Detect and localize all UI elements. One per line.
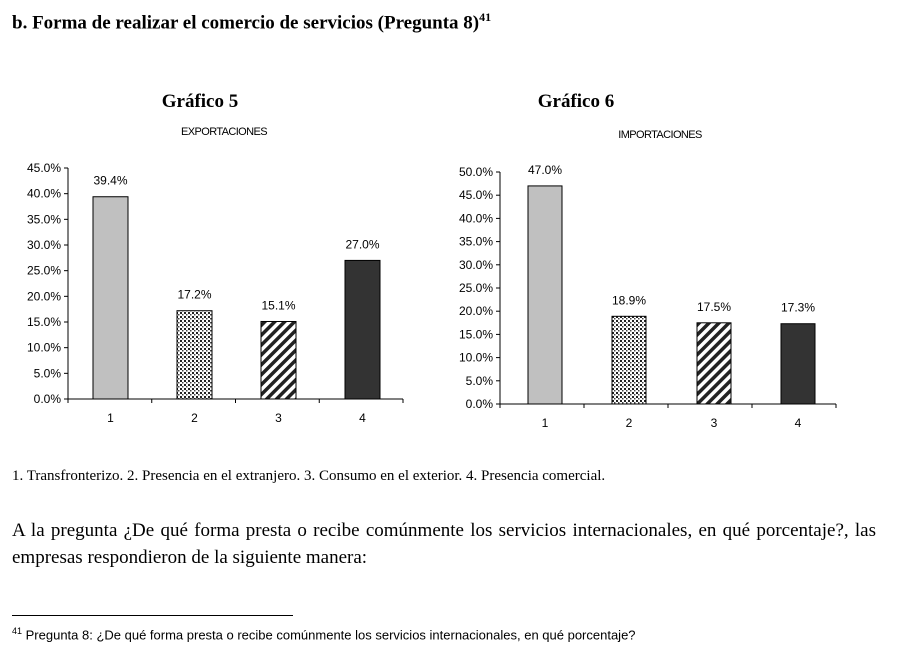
chart-5-data-label: 15.1% [261, 298, 295, 312]
footnote: 41 Pregunta 8: ¿De qué forma presta o re… [12, 626, 636, 642]
chart-5-bar-3 [260, 320, 297, 400]
chart-6-bar-4 [780, 323, 816, 405]
chart-6-y-tick-label: 20.0% [459, 304, 493, 318]
chart-5-x-tick-label: 2 [191, 411, 198, 425]
chart-5-data-label: 27.0% [345, 237, 379, 251]
chart-5-x-tick-label: 4 [359, 411, 366, 425]
chart-6-title: Gráfico 6 [537, 91, 615, 112]
chart-6-bar-1 [527, 185, 563, 405]
heading-text: b. Forma de realizar el comercio de serv… [12, 12, 480, 34]
footnote-text: Pregunta 8: ¿De qué forma presta o recib… [22, 627, 636, 643]
chart-6-y-tick-label: 25.0% [459, 281, 493, 295]
chart-5-y-tick-label: 35.0% [27, 212, 61, 226]
chart-5-y-tick-label: 20.0% [27, 289, 61, 303]
chart-5-y-tick-label: 0.0% [34, 392, 62, 406]
chart-5-title: Gráfico 5 [161, 91, 239, 112]
footnote-divider [12, 615, 293, 616]
chart-5-y-tick-label: 25.0% [27, 264, 61, 278]
chart-5-y-tick-label: 10.0% [27, 341, 61, 355]
chart-6-subtitle: IMPORTACIONES [618, 129, 702, 141]
chart-6-data-label: 17.3% [781, 301, 815, 315]
chart-6-data-label: 47.0% [528, 163, 562, 177]
footnote-number: 41 [12, 626, 23, 636]
chart-6-x-tick-label: 3 [711, 416, 718, 430]
category-legend: 1. Transfronterizo. 2. Presencia en el e… [12, 468, 606, 484]
chart-6-y-tick-label: 45.0% [459, 188, 493, 202]
chart-5-bar-1 [92, 196, 129, 400]
footnote-ref[interactable]: 41 [479, 10, 492, 24]
chart-6-y-tick-label: 50.0% [459, 165, 493, 179]
chart-5-y-tick-label: 30.0% [27, 238, 61, 252]
chart-5-x-tick-label: 3 [275, 411, 282, 425]
chart-6-y-tick-label: 15.0% [459, 327, 493, 341]
chart-6-y-tick-label: 10.0% [459, 351, 493, 365]
chart-5-y-tick-label: 45.0% [27, 161, 61, 175]
chart-6-x-tick-label: 2 [626, 416, 633, 430]
chart-6-y-tick-label: 35.0% [459, 235, 493, 249]
chart-5-data-label: 17.2% [177, 288, 211, 302]
chart-5-y-tick-label: 5.0% [34, 366, 62, 380]
chart-6-bar-2 [611, 315, 647, 405]
chart-6-data-label: 17.5% [697, 300, 731, 314]
chart-5-y-tick-label: 40.0% [27, 187, 61, 201]
chart-6-data-label: 18.9% [612, 293, 646, 307]
chart-6-x-tick-label: 4 [795, 416, 802, 430]
chart-5-subtitle: EXPORTACIONES [181, 126, 268, 138]
section-heading: b. Forma de realizar el comercio de serv… [12, 10, 491, 34]
chart-6-y-tick-label: 40.0% [459, 211, 493, 225]
chart-5-x-tick-label: 1 [107, 411, 114, 425]
chart-5-bar-2 [176, 310, 213, 400]
chart-5-y-tick-label: 15.0% [27, 315, 61, 329]
chart-5-data-label: 39.4% [93, 174, 127, 188]
chart-6-y-tick-label: 5.0% [466, 374, 494, 388]
chart-6-y-tick-label: 30.0% [459, 258, 493, 272]
chart-6-x-tick-label: 1 [542, 416, 549, 430]
body-paragraph: A la pregunta ¿De qué forma presta o rec… [12, 520, 876, 568]
chart-6-bar-3 [696, 322, 732, 405]
chart-6-y-tick-label: 0.0% [466, 397, 494, 411]
chart-5-bar-4 [344, 259, 381, 400]
